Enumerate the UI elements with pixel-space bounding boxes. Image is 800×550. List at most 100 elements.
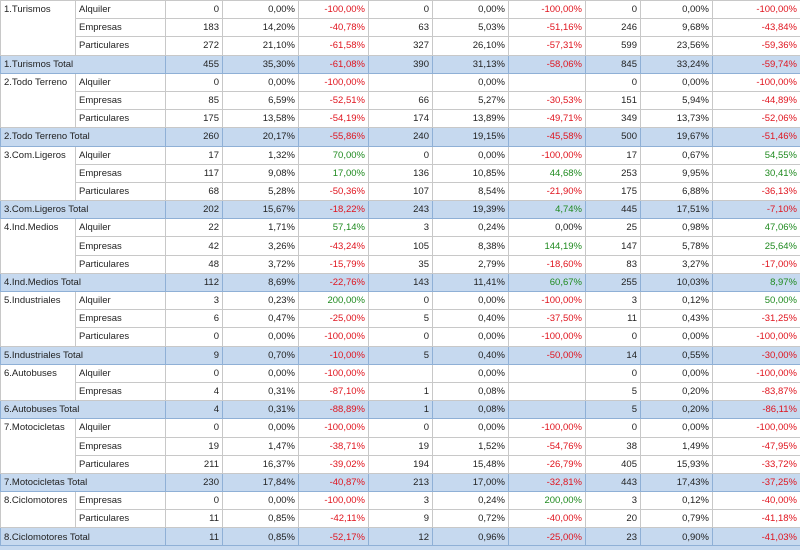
cell: 23,56% — [640, 36, 713, 56]
cell: 194 — [368, 454, 433, 474]
data-row: Particulares 211 16,37% -39,02% 194 15,48% -26… — [1, 454, 800, 474]
cell: 5 — [368, 309, 433, 329]
cell: 11 — [585, 309, 641, 329]
cell: 23 — [585, 527, 641, 547]
cell: 3 — [165, 290, 223, 311]
cell: 10,85% — [432, 163, 509, 183]
cell: 0,40% — [432, 345, 509, 365]
cell: 0,67% — [640, 145, 713, 165]
cell: -40,00% — [508, 509, 586, 529]
cell: -40,78% — [298, 18, 369, 38]
cell: 0,43% — [640, 309, 713, 329]
cell: 0,00% — [640, 0, 713, 20]
cell: -40,87% — [298, 472, 369, 493]
cell: 0 — [368, 0, 433, 20]
row-label: Particulares — [75, 36, 166, 56]
cell: 0,31% — [222, 381, 299, 402]
cell: 4 — [165, 381, 223, 402]
cell: 0 — [585, 363, 641, 383]
cell: -52,17% — [298, 527, 369, 547]
cell: 500 — [585, 127, 641, 147]
cell: 0,72% — [432, 509, 509, 529]
cell: 0,00% — [508, 218, 586, 238]
cell: -100,00% — [298, 327, 369, 347]
group-label: 7.Motocicletas — [0, 418, 76, 474]
cell: 15,48% — [432, 454, 509, 474]
cell: 105 — [368, 236, 433, 256]
cell: 0,70% — [222, 345, 299, 365]
total-row: 5.Industriales Total 9 0,70% -10,00% 5 0,40% -… — [0, 345, 800, 365]
cell: 5 — [585, 400, 641, 420]
cell: -54,19% — [298, 109, 369, 129]
row-label: Empresas — [75, 309, 166, 329]
cell: 4 — [165, 400, 223, 420]
total-label: 8.Ciclomotores Total — [0, 527, 166, 547]
cell: -7,10% — [712, 200, 800, 220]
cell: -100,00% — [508, 327, 586, 347]
cell: 0,85% — [222, 527, 299, 547]
cell: 85 — [165, 90, 223, 111]
cell: 0,00% — [432, 418, 509, 438]
cell: 230 — [165, 472, 223, 493]
cell: -37,25% — [712, 472, 800, 493]
cell: 0,55% — [640, 345, 713, 365]
cell: 0,90% — [640, 527, 713, 547]
total-row: 8.Ciclomotores Total 11 0,85% -52,17% 12 0,96… — [0, 527, 800, 547]
cell: -50,00% — [508, 345, 586, 365]
cell: 0,20% — [640, 381, 713, 402]
data-row: Particulares 68 5,28% -50,36% 107 8,54% -21,90… — [1, 181, 800, 202]
cell: 845 — [585, 54, 641, 74]
cell: 0 — [368, 145, 433, 165]
cell: 19 — [165, 436, 223, 456]
cell: 0,31% — [222, 400, 299, 420]
data-row: Particulares 272 21,10% -61,58% 327 26,10% -57… — [1, 36, 800, 56]
cell: 8,69% — [222, 272, 299, 293]
cell: -55,86% — [298, 127, 369, 147]
cell: -100,00% — [298, 418, 369, 438]
data-row: 2.Todo Terreno Alquiler 0 0,00% -100,00% 0,00… — [0, 72, 800, 129]
cell: 117 — [165, 163, 223, 183]
total-label: 6.Autobuses Total — [0, 400, 166, 420]
cell: -36,13% — [712, 181, 800, 202]
cell: 0,20% — [640, 400, 713, 420]
cell: 202 — [165, 200, 223, 220]
cell: 17,43% — [640, 472, 713, 493]
row-label: Empresas — [75, 381, 166, 402]
cell: 183 — [165, 18, 223, 38]
cell: 47,06% — [712, 218, 800, 238]
cell: 1 — [368, 381, 433, 402]
cell: -41,03% — [712, 527, 800, 547]
cell: 14 — [585, 345, 641, 365]
cell: -41,18% — [712, 509, 800, 529]
cell: -43,84% — [712, 18, 800, 38]
cell: 9,68% — [640, 18, 713, 38]
cell: 147 — [585, 236, 641, 256]
group-label: 3.Com.Ligeros — [0, 145, 76, 202]
cell: -100,00% — [508, 290, 586, 311]
cell: 6,88% — [640, 181, 713, 202]
cell: 3,72% — [222, 254, 299, 274]
cell: 38 — [585, 436, 641, 456]
cell: 5,78% — [640, 236, 713, 256]
cell: -100,00% — [712, 327, 800, 347]
cell: 13,89% — [432, 109, 509, 129]
cell: 0 — [585, 0, 641, 20]
cell: -31,25% — [712, 309, 800, 329]
cell: 17,00% — [298, 163, 369, 183]
cell: 63 — [368, 18, 433, 38]
cell: -57,31% — [508, 36, 586, 56]
cell: -61,08% — [298, 54, 369, 74]
cell: -51,16% — [508, 18, 586, 38]
cell: -100,00% — [298, 0, 369, 20]
cell: 0 — [165, 0, 223, 20]
cell: 9,95% — [640, 163, 713, 183]
total-row: 1.Turismos Total 455 35,30% -61,08% 390 31,13… — [0, 54, 800, 74]
cell: 390 — [368, 54, 433, 74]
cell: 12 — [368, 527, 433, 547]
cell: 25,64% — [712, 236, 800, 256]
cell: 17,84% — [222, 472, 299, 493]
cell: -86,11% — [712, 400, 800, 420]
cell: 255 — [585, 272, 641, 293]
cell: 2,79% — [432, 254, 509, 274]
